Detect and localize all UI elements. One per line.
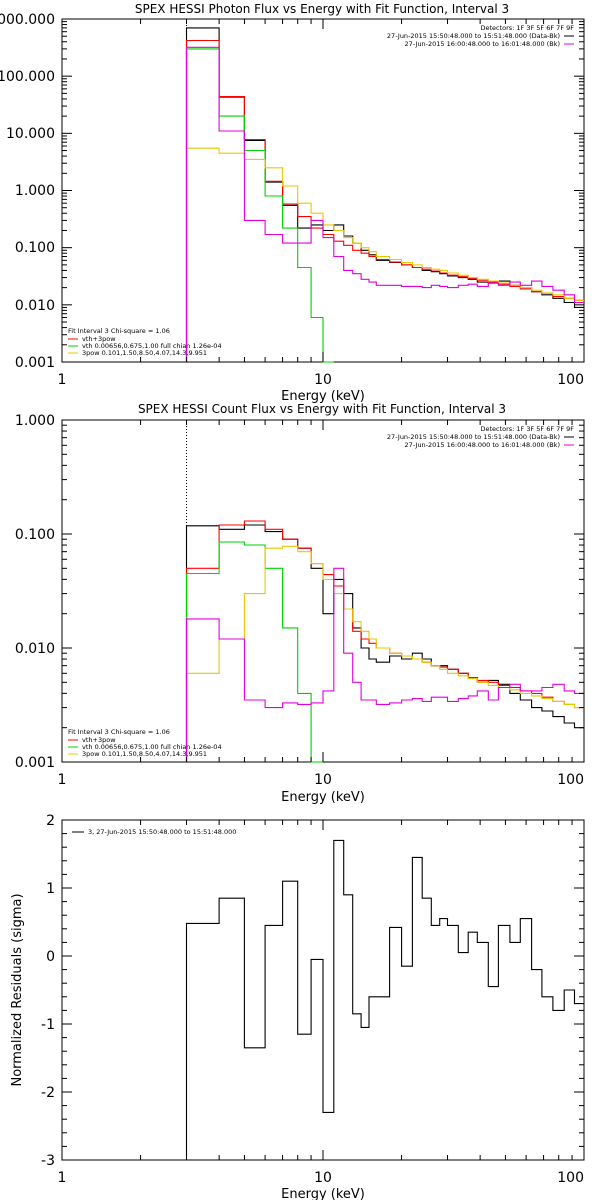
legend-top-right: Detectors: 1F 3F 5F 6F 7F 9F 27-Jun-2015… [387,425,574,449]
y-tick-labels: 1.000 0.100 0.010 0.001 [15,413,55,771]
y-tick-label: 0.001 [15,355,55,371]
series-line-0 [185,524,584,762]
series-line-4 [185,46,584,362]
y-tick-label: -1 [41,1017,55,1033]
legend-detectors: Detectors: 1F 3F 5F 6F 7F 9F [480,425,574,433]
y-tick-label: 0 [46,949,55,965]
x-tick-labels: 1 10 100 [58,372,584,388]
x-tick-label: 10 [314,1170,332,1186]
series-line-3 [185,147,584,362]
x-tick-label: 1 [58,372,67,388]
x-tick-labels: 1 10 100 [58,1170,584,1186]
y-tick-label: 0.010 [15,641,55,657]
y-tick-labels: 2 1 0 -1 -2 -3 [41,813,55,1169]
legend-entry-data-bk: 27-Jun-2015 15:50:48.000 to 15:51:48.000… [387,433,560,441]
x-axis-label: Energy (keV) [281,790,365,805]
legend-vth-3pow: vth+3pow [82,335,116,343]
legend-vth: vth 0.00656,0.675,1.00 full chian 1.26e-… [82,342,222,350]
x-tick-label: 10 [314,372,332,388]
x-tick-label: 1 [58,772,67,788]
y-tick-label: -2 [41,1085,55,1101]
y-tick-label: 0.100 [15,240,55,256]
panel-count-flux: SPEX HESSI Count Flux vs Energy with Fit… [15,402,585,805]
legend-entry-bk: 27-Jun-2015 16:00:48.000 to 16:01:48.000… [405,40,560,48]
series-line-0 [185,839,584,1160]
series-layer [185,839,584,1160]
panel-residuals: Normalized Residuals (sigma) 2 1 0 -1 -2… [10,813,585,1200]
series-line-2 [185,48,334,363]
legend-entry-residual: 3, 27-Jun-2015 15:50:48.000 to 15:51:48.… [88,828,236,836]
y-tick-label: -3 [41,1153,55,1169]
x-tick-label: 10 [314,772,332,788]
legend-top-right: Detectors: 1F 3F 5F 6F 7F 9F 27-Jun-2015… [387,24,574,48]
series-line-1 [185,520,584,762]
y-tick-label: 1.000 [15,413,55,429]
legend-fit-interval: Fit Interval 3 Chi-square = 1.06 [68,327,170,335]
legend-entry-data-bk: 27-Jun-2015 15:50:48.000 to 15:51:48.000… [387,32,560,40]
legend-bottom-left: Fit Interval 3 Chi-square = 1.06 vth+3po… [68,728,222,758]
x-tick-label: 100 [557,772,584,788]
legend-detectors: Detectors: 1F 3F 5F 6F 7F 9F [480,24,574,32]
y-tick-label: 0.001 [15,755,55,771]
legend-bottom-left: Fit Interval 3 Chi-square = 1.06 vth+3po… [68,327,222,357]
legend-vth: vth 0.00656,0.675,1.00 full chian 1.26e-… [82,743,222,751]
tick-layer [61,819,584,1161]
x-tick-label: 100 [557,1170,584,1186]
tick-layer [61,19,584,363]
y-tick-label: 1.000 [15,183,55,199]
series-line-3 [185,545,584,762]
y-tick-label: 2 [46,813,55,829]
series-line-0 [185,27,584,362]
legend-top-left: 3, 27-Jun-2015 15:50:48.000 to 15:51:48.… [72,828,236,836]
legend-fit-interval: Fit Interval 3 Chi-square = 1.06 [68,728,170,736]
legend-3pow: 3pow 0.101,1.50,8.50,4.07,14.3,9.951 [82,750,207,758]
tick-layer [61,420,584,763]
y-tick-label: 0.100 [15,527,55,543]
series-line-2 [185,541,323,763]
y-axis-label: Normalized Residuals (sigma) [10,893,25,1086]
series-line-4 [185,567,584,762]
legend-entry-bk: 27-Jun-2015 16:00:48.000 to 16:01:48.000… [405,441,560,449]
legend-3pow: 3pow 0.101,1.50,8.50,4.07,14.3,9.951 [82,349,207,357]
x-axis-label: Energy (keV) [281,1187,365,1200]
series-layer [185,420,584,763]
x-tick-label: 100 [557,372,584,388]
panel-photon-flux: SPEX HESSI Photon Flux vs Energy with Fi… [0,2,585,404]
chart-title: SPEX HESSI Photon Flux vs Energy with Fi… [135,2,509,16]
plot-frame [61,18,585,363]
chart-title: SPEX HESSI Count Flux vs Energy with Fit… [138,402,506,416]
x-axis-label: Energy (keV) [281,389,365,404]
y-tick-label: 1 [46,881,55,897]
x-tick-labels: 1 10 100 [58,772,584,788]
y-tick-label: 100.000 [0,69,55,85]
series-layer [185,19,584,363]
y-tick-label: 10.000 [6,126,55,142]
series-line-1 [185,39,584,362]
y-tick-label: 0.010 [15,298,55,314]
x-tick-label: 1 [58,1170,67,1186]
legend-vth-3pow: vth+3pow [82,736,116,744]
